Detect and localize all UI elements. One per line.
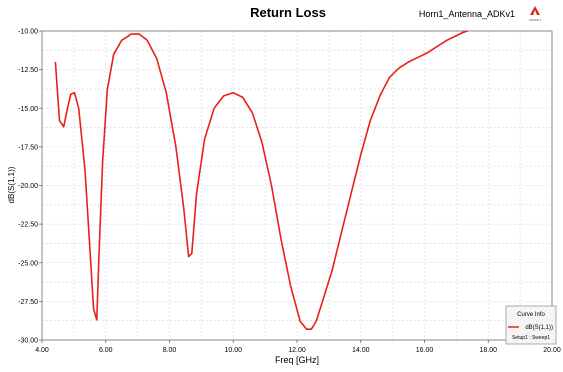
x-tick-label: 18.00 bbox=[479, 347, 497, 354]
legend-entry-label: dB(S(1,1)) bbox=[525, 325, 553, 331]
y-tick-label: -25.00 bbox=[18, 260, 38, 267]
x-tick-label: 4.00 bbox=[35, 347, 49, 354]
x-axis-ticks: 4.00 6.00 8.00 10.00 12.00 14.00 16.00 18.00 20.… bbox=[35, 340, 561, 354]
x-axis-label: Freq [GHz] bbox=[275, 355, 319, 365]
series-line-dB-S11 bbox=[54, 30, 468, 331]
y-axis-label: dB(S(1,1)) bbox=[7, 166, 16, 203]
chart-title: Return Loss bbox=[250, 5, 326, 20]
y-tick-label: -20.00 bbox=[18, 183, 38, 190]
x-tick-label: 6.00 bbox=[99, 347, 113, 354]
y-tick-label: -17.50 bbox=[18, 144, 38, 151]
legend-frame bbox=[505, 305, 557, 345]
y-tick-label: -27.50 bbox=[18, 299, 38, 306]
grid-lines bbox=[41, 30, 553, 341]
y-tick-label: -12.50 bbox=[18, 67, 38, 74]
legend-box[interactable]: Curve Info dB(S(1,1)) Setup1 : Sweep1 bbox=[505, 305, 557, 345]
legend-entry-sub: Setup1 : Sweep1 bbox=[512, 335, 550, 341]
y-tick-label: -15.00 bbox=[18, 106, 38, 113]
project-title: Horn1_Antenna_ADKv1 bbox=[419, 9, 515, 19]
x-tick-label: 10.00 bbox=[224, 347, 242, 354]
x-tick-label: 14.00 bbox=[352, 347, 370, 354]
x-tick-label: 16.00 bbox=[416, 347, 434, 354]
y-axis-ticks: -10.00 -12.50 -15.00 -17.50 -20.00 -22.50 -25.… bbox=[18, 29, 42, 345]
ansoft-logo-icon: ANSOFT bbox=[529, 6, 541, 22]
y-tick-label: -10.00 bbox=[18, 29, 38, 36]
ansoft-logo-text: ANSOFT bbox=[529, 18, 541, 22]
series-layer bbox=[54, 30, 468, 331]
y-tick-label: -22.50 bbox=[18, 222, 38, 229]
x-tick-label: 12.00 bbox=[288, 347, 306, 354]
x-tick-label: 8.00 bbox=[163, 347, 177, 354]
x-tick-label: 20.00 bbox=[543, 347, 561, 354]
legend-title: Curve Info bbox=[517, 312, 545, 318]
y-tick-label: -30.00 bbox=[18, 338, 38, 345]
